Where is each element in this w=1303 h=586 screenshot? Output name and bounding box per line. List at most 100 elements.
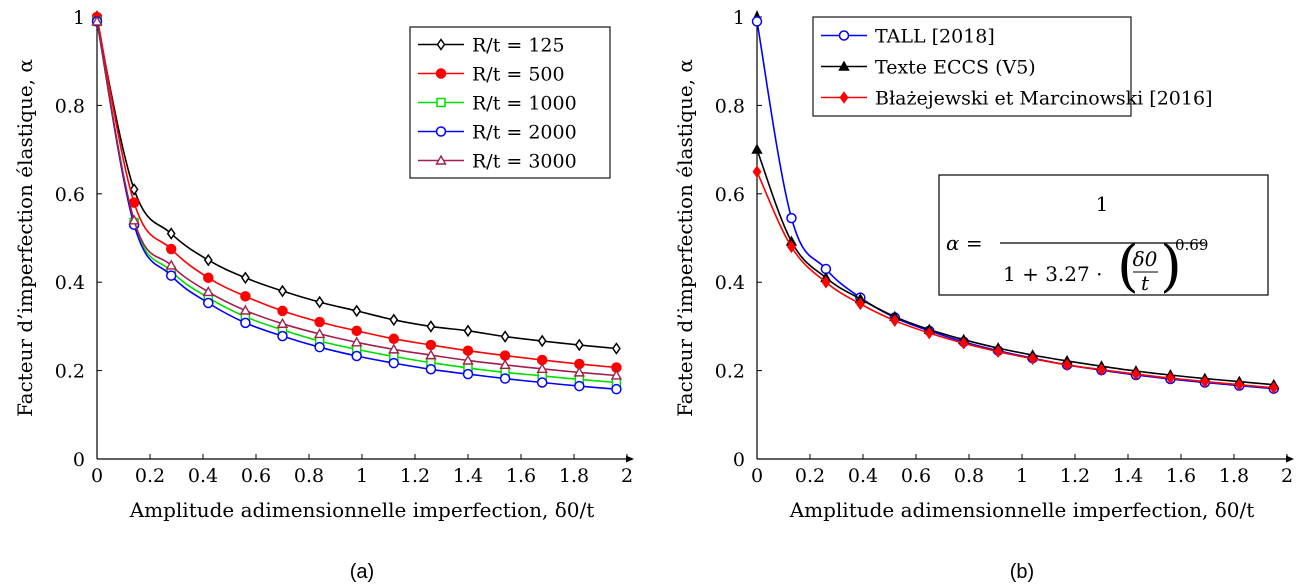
x-tick-label-a: 1.6: [506, 465, 536, 487]
y-tick-label-b: 0.4: [715, 272, 745, 294]
data-point-a-4: [167, 271, 176, 280]
x-tick-label-b: 0: [751, 465, 763, 487]
legend-marker-a-4: [437, 127, 446, 136]
caption-b: (b): [1010, 561, 1034, 583]
data-point-a-4: [315, 343, 324, 352]
legend-marker-b-1: [840, 31, 849, 40]
x-axis-label-b: Amplitude adimensionnelle imperfection, …: [789, 498, 1255, 522]
data-point-a-4: [278, 332, 287, 341]
data-point-a-1: [353, 306, 360, 316]
x-tick-label-b: 0.2: [795, 465, 825, 487]
formula-box: α = 1 1 + 3.27 · ( δ0 t ) 0.69: [939, 175, 1268, 299]
x-tick-label-b: 0.8: [954, 465, 984, 487]
data-point-a-2: [241, 292, 250, 301]
data-point-a-4: [352, 352, 361, 361]
legend-marker-a-2: [437, 69, 446, 78]
x-tick-label-b: 2: [1281, 465, 1293, 487]
data-point-a-1: [539, 336, 546, 346]
x-axis-label-a: Amplitude adimensionnelle imperfection, …: [129, 498, 595, 522]
data-point-a-4: [204, 298, 213, 307]
x-tick-label-b: 0.4: [848, 465, 878, 487]
data-point-b-1: [753, 17, 762, 26]
legend-label-a-1: R/t = 125: [472, 35, 565, 57]
caption-a: (a): [350, 561, 374, 583]
x-tick-label-a: 0: [91, 465, 103, 487]
y-tick-label-a: 0.4: [55, 272, 85, 294]
y-tick-label-b: 0.8: [715, 95, 745, 117]
legend-label-a-5: R/t = 3000: [472, 151, 577, 173]
data-point-a-4: [575, 382, 584, 391]
x-tick-label-a: 1.8: [559, 465, 589, 487]
data-point-a-1: [168, 229, 175, 239]
data-point-a-1: [390, 315, 397, 325]
data-point-a-4: [501, 374, 510, 383]
legend-label-b-3: Błażejewski et Marcinowski [2016]: [875, 88, 1212, 110]
data-point-a-2: [278, 306, 287, 315]
data-point-a-4: [538, 378, 547, 387]
data-point-a-2: [426, 340, 435, 349]
y-axis-label-b: Facteur d’imperfection élastique, α: [673, 59, 697, 417]
formula-exponent: 0.69: [1175, 236, 1208, 254]
x-tick-label-a: 0.6: [241, 465, 271, 487]
x-tick-label-a: 0.2: [135, 465, 165, 487]
data-point-a-4: [612, 385, 621, 394]
formula-numerator: 1: [1096, 192, 1109, 216]
formula-fraction-bottom: t: [1141, 271, 1150, 295]
y-tick-label-a: 0.8: [55, 95, 85, 117]
y-tick-label-a: 0.2: [55, 361, 85, 383]
x-tick-label-a: 0.8: [294, 465, 324, 487]
y-tick-label-b: 1: [733, 7, 745, 29]
formula-denominator-prefix: 1 + 3.27 ·: [1003, 262, 1102, 286]
data-point-a-1: [576, 340, 583, 350]
x-tick-label-a: 0.4: [188, 465, 218, 487]
x-tick-label-b: 1.4: [1113, 465, 1143, 487]
data-point-a-2: [501, 351, 510, 360]
data-point-a-2: [464, 346, 473, 355]
data-point-a-5: [204, 287, 213, 295]
y-tick-label-a: 0: [73, 449, 85, 471]
data-point-a-2: [315, 317, 324, 326]
legend-marker-a-3: [437, 99, 445, 107]
legend-label-b-1: TALL [2018]: [875, 26, 995, 48]
data-point-a-2: [204, 273, 213, 282]
data-point-b-1: [787, 214, 796, 223]
x-tick-label-a: 2: [621, 465, 633, 487]
data-point-a-4: [241, 318, 250, 327]
y-tick-label-b: 0: [733, 449, 745, 471]
data-point-a-2: [352, 326, 361, 335]
data-point-a-4: [389, 359, 398, 368]
formula-lhs: α =: [946, 231, 983, 255]
data-point-b-2: [753, 145, 762, 153]
y-tick-label-a: 1: [73, 7, 85, 29]
data-point-a-1: [316, 297, 323, 307]
data-point-a-2: [389, 334, 398, 343]
y-tick-label-a: 0.6: [55, 184, 85, 206]
x-tick-label-a: 1.2: [400, 465, 430, 487]
x-tick-label-b: 1.2: [1060, 465, 1090, 487]
chart-a: 0 0.2 0.4 0.6 0.8 1 1.2 1.4 1.6 1.8 2 0 0.2 0.4 0.6 0.8…: [13, 7, 634, 522]
x-tick-label-a: 1: [356, 465, 368, 487]
data-point-a-1: [427, 321, 434, 331]
legend-label-a-3: R/t = 1000: [472, 93, 577, 115]
x-tick-label-b: 0.6: [901, 465, 931, 487]
y-tick-label-b: 0.2: [715, 361, 745, 383]
data-point-a-2: [167, 245, 176, 254]
x-tick-label-b: 1: [1016, 465, 1028, 487]
data-point-a-4: [464, 370, 473, 379]
data-point-a-1: [205, 255, 212, 265]
legend-label-a-2: R/t = 500: [472, 64, 565, 86]
legend-label-b-2: Texte ECCS (V5): [875, 57, 1036, 79]
data-point-b-3: [754, 167, 761, 177]
x-tick-label-b: 1.8: [1219, 465, 1249, 487]
y-tick-label-b: 0.6: [715, 184, 745, 206]
data-point-a-1: [465, 326, 472, 336]
legend-label-a-4: R/t = 2000: [472, 122, 577, 144]
x-tick-label-b: 1.6: [1166, 465, 1196, 487]
data-point-a-1: [502, 332, 509, 342]
data-point-a-1: [613, 344, 620, 354]
data-point-a-4: [426, 365, 435, 374]
data-point-a-1: [279, 286, 286, 296]
data-point-a-1: [242, 273, 249, 283]
y-axis-label-a: Facteur d’imperfection élastique, α: [13, 59, 37, 417]
